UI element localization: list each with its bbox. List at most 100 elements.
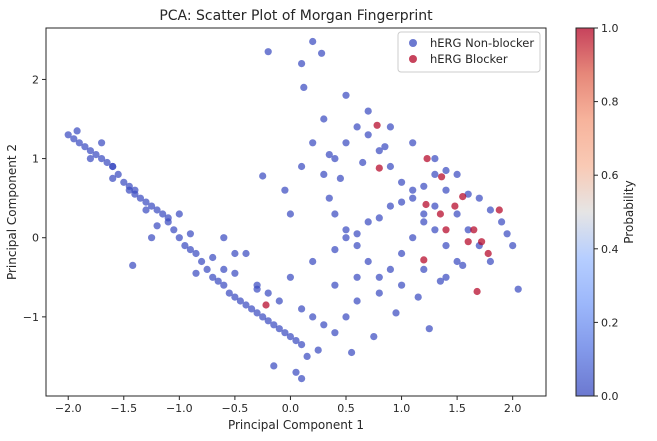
non-blocker-point (242, 301, 250, 309)
non-blocker-point (275, 325, 283, 333)
non-blocker-point (331, 246, 339, 254)
non-blocker-point (259, 172, 267, 180)
chart-title: PCA: Scatter Plot of Morgan Fingerprint (159, 8, 433, 24)
non-blocker-point (486, 257, 494, 266)
x-tick-label: 0.5 (337, 402, 355, 415)
non-blocker-point (498, 218, 506, 226)
non-blocker-point (398, 281, 406, 289)
y-tick-label: 1 (32, 153, 39, 166)
non-blocker-point (175, 234, 183, 242)
blocker-point (373, 121, 381, 129)
non-blocker-point (153, 206, 161, 214)
colorbar-tick-label: 0.6 (601, 169, 619, 182)
non-blocker-point (170, 226, 178, 234)
non-blocker-point (253, 309, 261, 317)
non-blocker-point (281, 186, 289, 194)
blocker-point (451, 202, 459, 210)
non-blocker-point (292, 368, 300, 376)
non-blocker-point (225, 289, 233, 297)
non-blocker-point (342, 234, 350, 242)
non-blocker-point (364, 218, 372, 226)
non-blocker-point (353, 273, 361, 281)
non-blocker-point (420, 182, 428, 190)
non-blocker-point (98, 155, 106, 163)
non-blocker-point (270, 362, 278, 370)
non-blocker-point (73, 127, 81, 135)
non-blocker-point (325, 151, 333, 159)
non-blocker-point (353, 230, 361, 238)
non-blocker-point (298, 162, 306, 171)
non-blocker-point (298, 60, 306, 68)
non-blocker-point (114, 170, 122, 178)
non-blocker-point (464, 226, 472, 234)
non-blocker-point (386, 162, 394, 171)
non-blocker-point (286, 273, 294, 281)
non-blocker-point (392, 309, 400, 317)
blocker-point (262, 301, 270, 309)
blocker-point (375, 164, 383, 172)
blocker-point (459, 193, 467, 201)
non-blocker-point (81, 143, 89, 151)
non-blocker-point (414, 293, 422, 301)
non-blocker-point (375, 147, 383, 155)
non-blocker-point (442, 242, 450, 250)
x-axis-ticks: −2.0 −1.5 −1.0 −0.5 0.0 0.5 1.0 1.5 2.0 (55, 396, 521, 415)
non-blocker-point (453, 257, 461, 266)
non-blocker-point (142, 206, 150, 214)
blocker-point (470, 226, 478, 234)
non-blocker-point (236, 297, 244, 305)
non-blocker-point (136, 194, 144, 202)
non-blocker-point (186, 246, 194, 254)
non-blocker-point (320, 115, 328, 123)
non-blocker-point (353, 297, 361, 305)
non-blocker-point (409, 194, 417, 202)
non-blocker-point (459, 261, 467, 269)
x-tick-label: −2.0 (55, 402, 82, 415)
non-blocker-point (186, 230, 194, 238)
blocker-point (423, 155, 431, 163)
non-blocker-point (198, 257, 206, 266)
non-blocker-point (409, 234, 417, 242)
non-blocker-point (431, 170, 439, 178)
non-blocker-point (509, 242, 517, 250)
non-blocker-point (292, 337, 300, 345)
x-tick-label: 0.0 (282, 402, 300, 415)
non-blocker-point (425, 325, 433, 333)
non-blocker-point (98, 139, 106, 147)
legend-label-blocker: hERG Blocker (430, 52, 508, 66)
non-blocker-point (131, 186, 139, 194)
non-blocker-point (86, 155, 94, 163)
non-blocker-point (331, 155, 339, 163)
non-blocker-point (420, 265, 428, 273)
y-tick-label: 0 (32, 232, 39, 245)
non-blocker-point (309, 139, 317, 147)
non-blocker-point (420, 210, 428, 218)
non-blocker-point (231, 293, 239, 301)
non-blocker-point (331, 281, 339, 289)
non-blocker-point (309, 37, 317, 46)
non-blocker-point (364, 131, 372, 139)
colorbar-tick-label: 1.0 (601, 22, 619, 35)
colorbar-ticks: 0.0 0.2 0.4 0.6 0.8 1.0 (594, 22, 619, 403)
non-blocker-point (231, 269, 239, 277)
x-tick-label: −1.0 (166, 402, 193, 415)
non-blocker-point (129, 261, 137, 269)
non-blocker-point (503, 230, 511, 238)
non-blocker-point (264, 317, 272, 325)
colorbar-tick-label: 0.4 (601, 243, 619, 256)
non-blocker-point (375, 273, 383, 281)
non-blocker-point (298, 305, 306, 313)
legend-label-non-blocker: hERG Non-blocker (430, 36, 534, 50)
non-blocker-point (309, 257, 317, 266)
non-blocker-point (103, 158, 111, 167)
legend: hERG Non-blocker hERG Blocker (397, 31, 541, 73)
x-tick-label: −1.5 (110, 402, 137, 415)
non-blocker-point (242, 249, 250, 258)
blocker-point (422, 200, 430, 209)
blocker-point (473, 287, 481, 296)
blocker-point (464, 238, 472, 246)
colorbar-tick-label: 0.0 (601, 390, 619, 403)
non-blocker-point (109, 174, 117, 182)
non-blocker-point (398, 198, 406, 206)
y-axis-label: Principal Component 2 (5, 144, 19, 280)
